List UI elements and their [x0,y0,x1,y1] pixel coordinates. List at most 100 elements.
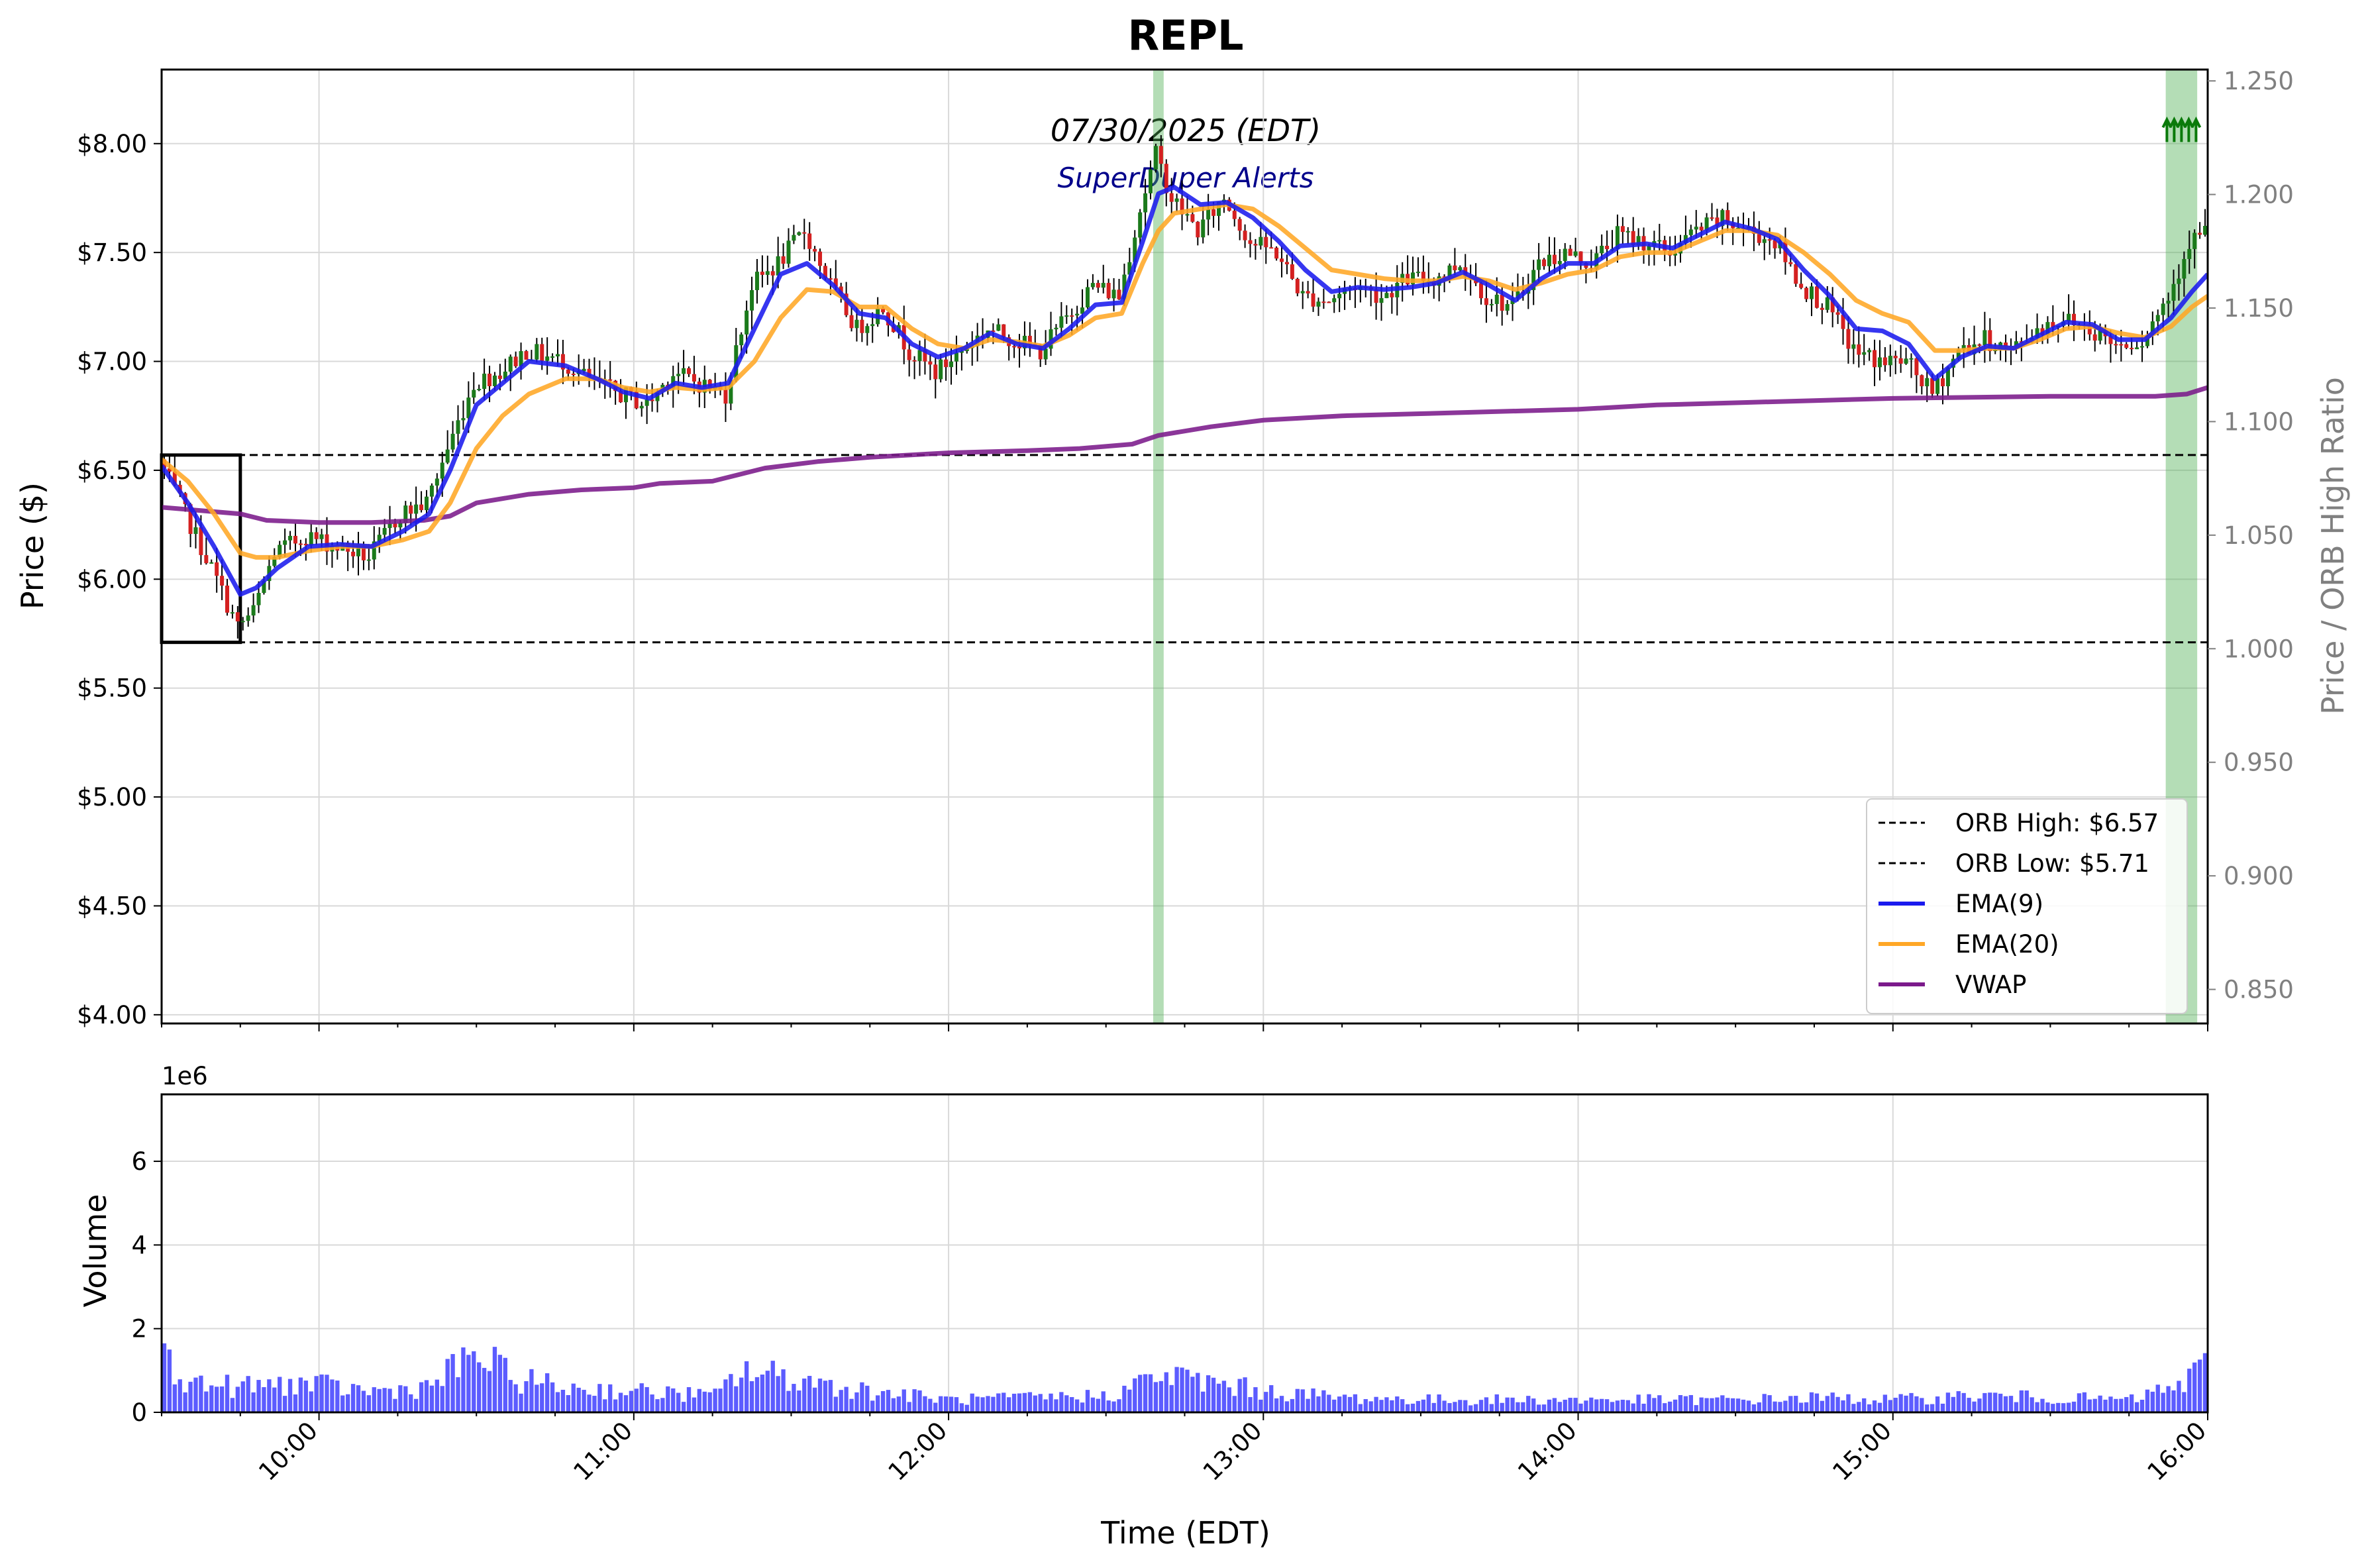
candle-body-up [917,350,922,361]
volume-bar [178,1379,182,1412]
candle-body-down [1794,264,1798,284]
volume-bar [1746,1400,1751,1412]
candle-body-down [881,308,886,313]
candle-body-down [807,233,812,249]
ratio-tick-label: 1.000 [2224,635,2294,663]
volume-bar [1500,1402,1504,1412]
candle [1321,288,1326,309]
volume-bar [524,1381,529,1412]
candle [1841,297,1845,345]
volume-bar [466,1355,471,1412]
volume-bar [350,1384,356,1412]
volume-bar [629,1390,634,1412]
candle-body-down [1453,265,1457,270]
volume-bar [1316,1396,1321,1412]
candle [1537,242,1541,284]
candle-body-down [991,330,996,332]
volume-bar [262,1386,266,1412]
candle [1027,322,1032,357]
volume-bar [833,1396,838,1412]
candle [461,400,466,430]
candle-body-down [540,344,544,361]
volume-bar [209,1385,214,1412]
candle-body-down [1699,227,1704,231]
candle-body-up [398,523,403,528]
candle [1484,280,1488,323]
candle-body-down [923,350,927,362]
candle [1552,237,1557,274]
volume-bar [1988,1392,1992,1412]
volume-bar [702,1391,707,1412]
volume-bar [246,1376,250,1412]
candle [1762,233,1767,260]
volume-bar [582,1390,586,1412]
volume-bar [1447,1403,1452,1412]
candle-body-up [2187,248,2192,259]
volume-bar [555,1392,560,1412]
candle-body-up [1516,291,1520,299]
candle-body-up [377,535,382,542]
candle [1022,321,1027,356]
volume-bar [1248,1396,1253,1412]
candle [792,225,796,244]
candle-body-down [1500,294,1504,311]
candle [807,222,812,261]
candle-body-up [1720,210,1725,227]
volume-bar [639,1383,644,1412]
volume-bar [912,1389,917,1412]
volume-bar [1253,1387,1258,1412]
candle [1914,357,1919,393]
candle-body-down [560,354,565,370]
candle-body-up [1694,227,1698,230]
candle [1012,342,1017,358]
volume-bar [2008,1396,2014,1412]
candle-body-up [2166,300,2171,304]
candle-body-down [172,471,177,485]
volume-bar [1221,1381,1227,1412]
date-label: 07/30/2025 (EDT) [1051,113,1321,148]
candle [1054,324,1058,336]
volume-bar [2161,1392,2165,1412]
legend-box [1866,798,2188,1014]
volume-bar [886,1390,891,1412]
volume-bar [2014,1402,2019,1412]
candle-body-down [1237,219,1242,231]
candle-body-down [1070,315,1074,317]
candle-body-down [1327,301,1331,303]
candle [1174,193,1179,212]
candle-body-up [776,256,780,276]
candle-body-up [1379,298,1384,303]
candle-body-up [1149,169,1153,193]
candle [781,243,786,270]
volume-bar [734,1386,739,1412]
volume-bar [366,1395,372,1412]
volume-bar [1400,1399,1405,1412]
candle [1274,246,1279,261]
candle-body-up [550,356,555,358]
candle-body-up [1300,291,1305,293]
candle [240,617,245,631]
candle-body-down [1180,198,1184,215]
candle-body-up [1762,239,1767,243]
candle-body-up [729,380,733,404]
candle [2014,331,2018,354]
candle-body-down [1442,276,1447,278]
volume-bar [1751,1404,1757,1412]
volume-bar [2139,1399,2145,1412]
candle-body-up [1615,226,1620,249]
volume-bar [1568,1398,1572,1412]
candle [1169,178,1174,214]
candle-body-down [1631,231,1635,246]
candle-body-down [409,505,413,514]
volume-bar [1033,1395,1037,1412]
candle [209,559,214,564]
volume-bar [2030,1397,2034,1412]
volume-bar [996,1393,1001,1412]
volume-bar [634,1388,639,1412]
candle [1810,282,1814,317]
volume-bar [1667,1401,1673,1412]
alert-arrow-icon [2190,116,2202,142]
candle [1920,374,1924,395]
candle-body-down [823,266,827,279]
candle-body-up [1054,327,1058,330]
